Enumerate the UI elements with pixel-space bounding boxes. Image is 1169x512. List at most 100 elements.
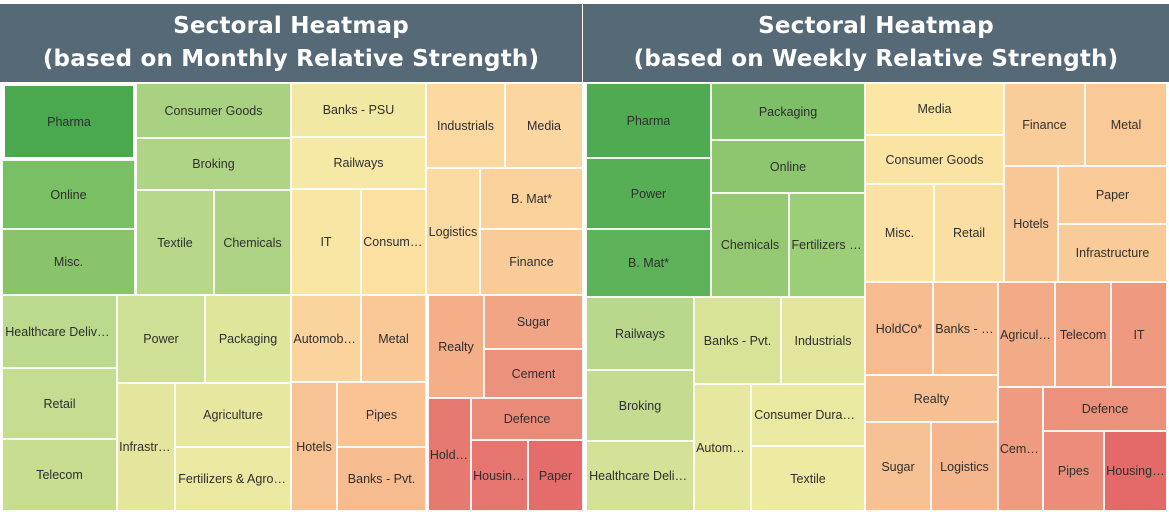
monthly-tile-hotels[interactable]: Hotels bbox=[291, 382, 337, 511]
monthly-tile-packaging[interactable]: Packaging bbox=[205, 295, 291, 383]
weekly-tile-label: Industrials bbox=[794, 333, 852, 348]
monthly-tile-housing-f[interactable]: Housing F... bbox=[471, 440, 528, 511]
weekly-tile-industrials[interactable]: Industrials bbox=[781, 297, 865, 384]
monthly-tile-consumer[interactable]: Consumer... bbox=[361, 189, 426, 295]
weekly-tile-pharma[interactable]: Pharma bbox=[586, 83, 711, 158]
monthly-tile-realty[interactable]: Realty bbox=[428, 295, 484, 398]
weekly-tile-consumer-durables[interactable]: Consumer Durables bbox=[751, 384, 865, 446]
weekly-tile-misc[interactable]: Misc. bbox=[865, 184, 934, 282]
monthly-tile-online[interactable]: Online bbox=[2, 160, 135, 229]
monthly-tile-logistics[interactable]: Logistics bbox=[426, 168, 480, 295]
monthly-tile-label: Telecom bbox=[36, 468, 83, 482]
weekly-tile-label: Banks - Pvt. bbox=[703, 333, 772, 348]
monthly-tile-label: Hotels bbox=[296, 439, 332, 454]
monthly-tile-agriculture[interactable]: Agriculture bbox=[175, 383, 291, 447]
weekly-tile-online[interactable]: Online bbox=[711, 140, 865, 193]
weekly-tile-power[interactable]: Power bbox=[586, 158, 711, 229]
monthly-tile-label: Automobiles bbox=[293, 331, 359, 346]
monthly-tile-label: Realty bbox=[438, 339, 474, 354]
monthly-tile-fertilizers-agro-ch[interactable]: Fertilizers & Agro Ch... bbox=[175, 447, 291, 511]
monthly-tile-label: Consumer... bbox=[363, 235, 424, 249]
weekly-tile-label: Pipes bbox=[1057, 464, 1090, 478]
monthly-title-line-2: (based on Monthly Relative Strength) bbox=[42, 46, 540, 72]
monthly-tile-metal[interactable]: Metal bbox=[361, 295, 426, 382]
monthly-tile-broking[interactable]: Broking bbox=[136, 138, 291, 190]
weekly-tile-consumer-goods[interactable]: Consumer Goods bbox=[865, 135, 1004, 184]
weekly-tile-agriculture[interactable]: Agriculture bbox=[998, 282, 1055, 387]
monthly-title-line-1: Sectoral Heatmap bbox=[173, 13, 409, 39]
weekly-tile-label: Cement bbox=[999, 442, 1042, 456]
weekly-tile-label: Paper bbox=[1095, 188, 1130, 202]
weekly-treemap: Pharma Power B. Mat* Packaging Online Chemica… bbox=[586, 83, 1167, 511]
monthly-tile-telecom[interactable]: Telecom bbox=[2, 439, 117, 511]
monthly-tile-infrastruc[interactable]: Infrastruc... bbox=[117, 383, 175, 511]
weekly-tile-b-mat[interactable]: B. Mat* bbox=[586, 229, 711, 297]
monthly-tile-label: Banks - Pvt. bbox=[347, 472, 416, 486]
weekly-tile-infrastructure[interactable]: Infrastructure bbox=[1058, 224, 1167, 282]
weekly-tile-automobi[interactable]: Automobi... bbox=[694, 384, 751, 511]
weekly-tile-logistics[interactable]: Logistics bbox=[931, 422, 998, 511]
monthly-tile-label: Misc. bbox=[53, 255, 84, 269]
weekly-tile-label: Consumer Durables bbox=[754, 408, 862, 422]
weekly-tile-holdco[interactable]: HoldCo* bbox=[865, 282, 933, 375]
weekly-title-line-2: (based on Weekly Relative Strength) bbox=[633, 46, 1119, 72]
weekly-tile-paper[interactable]: Paper bbox=[1058, 166, 1167, 224]
weekly-tile-packaging[interactable]: Packaging bbox=[711, 83, 865, 140]
monthly-tile-label: B. Mat* bbox=[511, 191, 552, 206]
weekly-tile-label: Agriculture bbox=[1000, 327, 1053, 342]
monthly-tile-it[interactable]: IT bbox=[291, 189, 361, 295]
weekly-tile-broking[interactable]: Broking bbox=[586, 370, 694, 441]
weekly-tile-cement[interactable]: Cement bbox=[998, 387, 1043, 511]
monthly-tile-finance[interactable]: Finance bbox=[480, 229, 583, 295]
weekly-tile-realty[interactable]: Realty bbox=[865, 375, 998, 422]
weekly-tile-label: Sugar bbox=[881, 459, 915, 474]
weekly-tile-fertilizers[interactable]: Fertilizers &... bbox=[789, 193, 865, 297]
weekly-tile-sugar[interactable]: Sugar bbox=[865, 422, 931, 511]
monthly-tile-railways[interactable]: Railways bbox=[291, 137, 426, 189]
weekly-tile-finance[interactable]: Finance bbox=[1004, 83, 1085, 166]
weekly-tile-defence[interactable]: Defence bbox=[1043, 387, 1167, 431]
monthly-tile-media[interactable]: Media bbox=[505, 83, 583, 168]
weekly-tile-banks-pvt[interactable]: Banks - Pvt. bbox=[694, 297, 781, 384]
monthly-tile-pipes[interactable]: Pipes bbox=[337, 382, 426, 447]
monthly-tile-consumer-goods[interactable]: Consumer Goods bbox=[136, 83, 291, 138]
monthly-tile-pharma[interactable]: Pharma bbox=[2, 83, 136, 160]
monthly-tile-cement[interactable]: Cement bbox=[484, 349, 583, 398]
weekly-tile-metal[interactable]: Metal bbox=[1085, 83, 1167, 166]
weekly-tile-hotels[interactable]: Hotels bbox=[1004, 166, 1058, 282]
monthly-tile-power[interactable]: Power bbox=[117, 295, 205, 383]
monthly-tile-industrials[interactable]: Industrials bbox=[426, 83, 505, 168]
monthly-tile-banks-pvt[interactable]: Banks - Pvt. bbox=[337, 447, 426, 511]
monthly-tile-b-mat[interactable]: B. Mat* bbox=[480, 168, 583, 229]
weekly-tile-it[interactable]: IT bbox=[1111, 282, 1167, 387]
weekly-tile-housing-f[interactable]: Housing F... bbox=[1104, 431, 1167, 511]
weekly-tile-label: Online bbox=[769, 159, 807, 174]
weekly-tile-retail[interactable]: Retail bbox=[934, 184, 1004, 282]
weekly-tile-media[interactable]: Media bbox=[865, 83, 1004, 135]
monthly-tile-label: Infrastruc... bbox=[119, 440, 173, 454]
weekly-tile-chemicals[interactable]: Chemicals bbox=[711, 193, 789, 297]
monthly-tile-automobiles[interactable]: Automobiles bbox=[291, 295, 361, 382]
monthly-tile-label: Agriculture bbox=[203, 408, 263, 422]
weekly-tile-healthcare-delivery[interactable]: Healthcare Delivery bbox=[586, 441, 694, 511]
monthly-heatmap-panel: Sectoral Heatmap (based on Monthly Relat… bbox=[0, 0, 583, 512]
weekly-tile-telecom[interactable]: Telecom bbox=[1055, 282, 1111, 387]
monthly-tile-defence[interactable]: Defence bbox=[471, 398, 583, 440]
monthly-tile-retail[interactable]: Retail bbox=[2, 368, 117, 439]
monthly-tile-banks-psu[interactable]: Banks - PSU bbox=[291, 83, 426, 137]
monthly-tile-label: Packaging bbox=[218, 332, 278, 346]
monthly-tile-sugar[interactable]: Sugar bbox=[484, 295, 583, 349]
monthly-tile-chemicals[interactable]: Chemicals bbox=[214, 190, 291, 295]
weekly-tile-textile[interactable]: Textile bbox=[751, 446, 865, 511]
monthly-tile-paper[interactable]: Paper bbox=[528, 440, 583, 511]
weekly-tile-railways[interactable]: Railways bbox=[586, 297, 694, 370]
monthly-tile-label: Retail bbox=[43, 396, 76, 411]
weekly-tile-banks-psu[interactable]: Banks - PSU bbox=[933, 282, 998, 375]
monthly-tile-holdc[interactable]: HoldC... bbox=[428, 398, 471, 511]
monthly-tile-label: Railways bbox=[333, 156, 384, 170]
monthly-tile-misc[interactable]: Misc. bbox=[2, 229, 135, 295]
monthly-tile-textile[interactable]: Textile bbox=[136, 190, 214, 295]
monthly-tile-label: Finance bbox=[509, 255, 554, 269]
weekly-tile-pipes[interactable]: Pipes bbox=[1043, 431, 1104, 511]
monthly-tile-healthcare-delivery[interactable]: Healthcare Delivery bbox=[2, 295, 117, 368]
